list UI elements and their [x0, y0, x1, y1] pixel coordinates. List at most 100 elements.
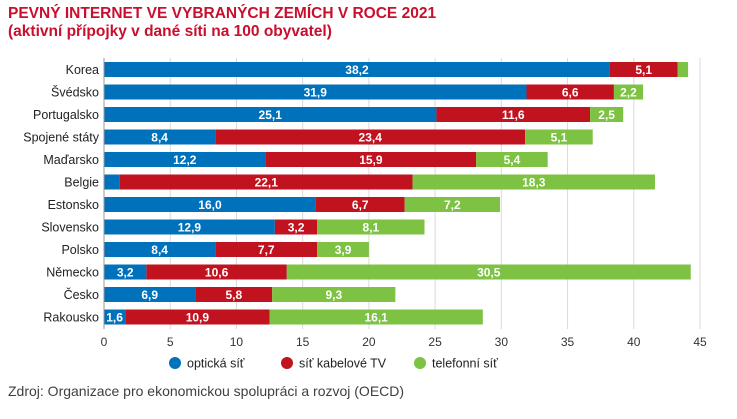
data-label: 18,3 — [522, 176, 546, 190]
bar-segment — [286, 264, 691, 280]
data-label: 5,1 — [635, 63, 652, 77]
x-tick-label: 10 — [230, 335, 244, 349]
bar-segment — [265, 152, 477, 167]
data-label: 1,6 — [106, 311, 123, 325]
data-label: 12,9 — [178, 221, 202, 235]
category-label: Česko — [64, 287, 99, 302]
category-label: Slovensko — [41, 221, 99, 235]
data-label: 23,4 — [359, 131, 383, 145]
data-label: 10,9 — [186, 311, 210, 325]
bar-segment — [119, 174, 413, 190]
data-label: 5,8 — [225, 288, 242, 302]
data-label: 31,9 — [304, 86, 328, 100]
bar-segment — [317, 219, 425, 235]
category-label: Rakousko — [43, 311, 99, 325]
data-label: 3,2 — [288, 221, 305, 235]
category-label: Belgie — [64, 176, 99, 190]
data-label: 6,6 — [562, 86, 579, 100]
bar-segment — [609, 62, 678, 77]
data-label: 6,9 — [141, 288, 158, 302]
bar-segment — [104, 264, 147, 280]
bar-segment — [215, 242, 318, 257]
legend-label: telefonní síť — [432, 357, 498, 371]
x-tick-label: 35 — [561, 335, 575, 349]
x-tick-label: 40 — [627, 335, 641, 349]
chart-subtitle: (aktivní přípojky v dané síti na 100 oby… — [8, 23, 332, 40]
data-label: 30,5 — [477, 266, 501, 280]
data-label: 5,1 — [551, 131, 568, 145]
data-label: 38,2 — [345, 63, 369, 77]
x-tick-label: 20 — [362, 335, 376, 349]
data-label: 8,4 — [151, 131, 168, 145]
data-label: 16,0 — [198, 198, 222, 212]
legend-label: optická síť — [187, 357, 245, 371]
data-label: 11,6 — [502, 108, 525, 122]
source-note: Zdroj: Organizace pro ekonomickou spolup… — [8, 383, 405, 399]
data-label: 10,6 — [205, 266, 229, 280]
category-label: Spojené státy — [23, 131, 99, 145]
data-label: 3,9 — [335, 243, 352, 257]
category-label: Portugalsko — [33, 108, 99, 122]
category-label: Polsko — [61, 243, 99, 257]
bar-segment — [274, 219, 318, 235]
bar-segment — [104, 309, 126, 325]
data-label: 7,7 — [258, 243, 275, 257]
data-label: 5,4 — [504, 153, 521, 167]
data-label: 8,4 — [151, 243, 168, 257]
x-tick-label: 5 — [167, 335, 174, 349]
bar-segment — [613, 84, 644, 100]
bar-segment — [269, 309, 483, 325]
bar-segment — [104, 174, 120, 190]
category-label: Maďarsko — [43, 153, 99, 167]
legend-marker — [169, 357, 181, 369]
bar-segment — [677, 62, 689, 77]
data-label: 22,1 — [255, 176, 279, 190]
bar-segment — [525, 129, 593, 145]
bar-segment — [104, 219, 275, 235]
x-tick-label: 45 — [693, 335, 707, 349]
bar-segment — [104, 287, 196, 302]
bar-segment — [317, 242, 369, 257]
bar-segment — [526, 84, 614, 100]
legend-marker — [414, 357, 426, 369]
bar-segment — [146, 264, 287, 280]
bar-segment — [104, 152, 266, 167]
bar-segment — [404, 197, 501, 212]
x-tick-label: 25 — [428, 335, 442, 349]
data-label: 8,1 — [363, 221, 380, 235]
x-tick-label: 0 — [101, 335, 108, 349]
bar-segment — [590, 107, 624, 122]
bar-segment — [195, 287, 273, 302]
bar-segment — [315, 197, 405, 212]
x-tick-label: 30 — [495, 335, 509, 349]
data-label: 15,9 — [359, 153, 383, 167]
chart-title: PEVNÝ INTERNET VE VYBRANÝCH ZEMÍCH V ROC… — [8, 5, 437, 22]
category-label: Estonsko — [48, 198, 99, 212]
data-label: 16,1 — [364, 311, 388, 325]
x-tick-label: 15 — [296, 335, 310, 349]
data-label: 9,3 — [325, 288, 342, 302]
bar-segment — [476, 152, 548, 167]
bar-segment — [104, 242, 216, 257]
data-label: 25,1 — [259, 108, 283, 122]
bar-segment — [104, 107, 437, 122]
bar-segment — [125, 309, 270, 325]
data-label: 2,5 — [598, 108, 615, 122]
bar-segment — [104, 62, 610, 77]
category-label: Německo — [46, 266, 99, 280]
bar-segment — [436, 107, 591, 122]
data-label: 3,2 — [117, 266, 134, 280]
bar-segment — [104, 197, 316, 212]
bar-segment — [104, 84, 527, 100]
data-label: 2,2 — [620, 86, 637, 100]
bar-segment — [272, 287, 396, 302]
category-label: Korea — [66, 63, 99, 77]
bar-segment — [104, 129, 216, 145]
legend-label: síť kabelové TV — [299, 357, 387, 371]
data-label: 12,2 — [173, 153, 197, 167]
data-label: 6,7 — [352, 198, 369, 212]
bar-segment — [412, 174, 655, 190]
category-label: Švédsko — [51, 85, 99, 100]
legend-marker — [281, 357, 293, 369]
